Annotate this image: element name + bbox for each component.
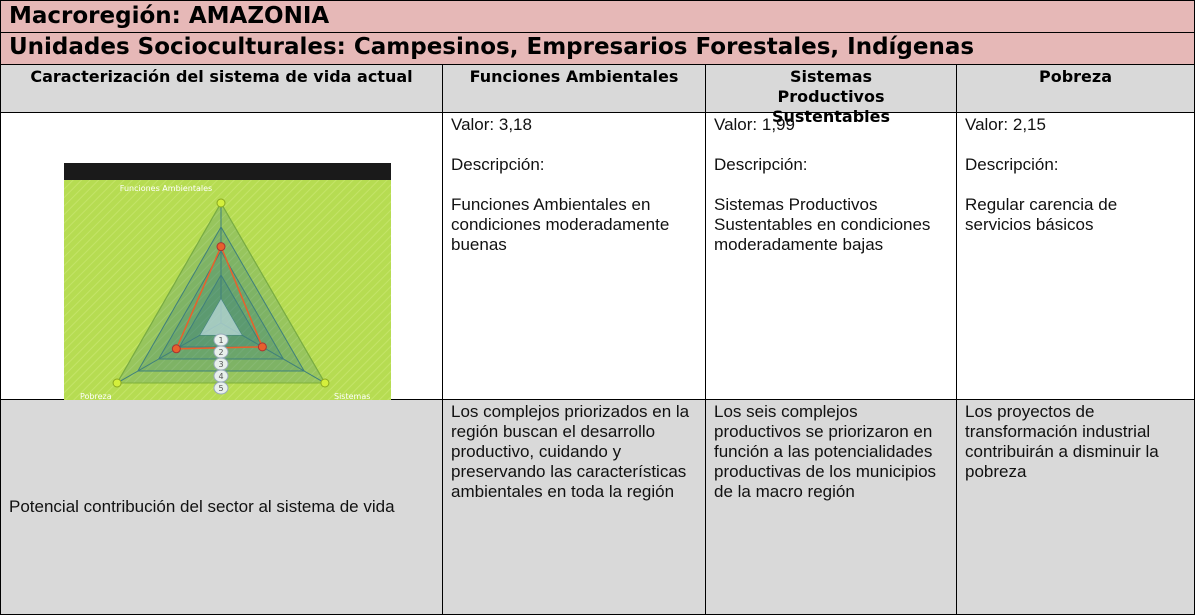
- cell-value: Valor: 1,99: [714, 115, 795, 134]
- column-header: Pobreza: [957, 65, 1195, 113]
- cell-label: Descripción:: [965, 155, 1059, 174]
- cell-value: Valor: 3,18: [451, 115, 532, 134]
- column-header: Funciones Ambientales: [443, 65, 706, 113]
- scale-label: 3: [218, 360, 223, 369]
- cell: Los seis complejos productivos se priori…: [706, 400, 957, 615]
- axis-label: Pobreza: [80, 392, 112, 401]
- row-label: Potencial contribución del sector al sis…: [0, 400, 443, 615]
- series-point: [257, 342, 267, 352]
- axis-label-line: Sistemas: [334, 392, 373, 401]
- series-point: [112, 378, 122, 388]
- cell-description: Sistemas Productivos Sustentables en con…: [714, 195, 931, 254]
- cell-label: Descripción:: [451, 155, 545, 174]
- scale-label: 1: [218, 336, 223, 345]
- cell: Los proyectos de transformación industri…: [957, 400, 1195, 615]
- scale-label: 5: [218, 384, 223, 393]
- column-header: Caracterización del sistema de vida actu…: [0, 65, 443, 113]
- cell-text: Potencial contribución del sector al sis…: [9, 497, 395, 516]
- series-point: [216, 198, 226, 208]
- cell-value: Valor: 2,15: [965, 115, 1046, 134]
- series-point: [320, 378, 330, 388]
- scale-bubble: [213, 381, 229, 395]
- cell: Valor: 3,18 Descripción: Funciones Ambient…: [443, 113, 706, 400]
- axis-label: Funciones Ambientales: [120, 184, 212, 193]
- series-point: [216, 242, 226, 252]
- column-header: Sistemas Productivos Sustentables: [706, 65, 957, 126]
- chart-top-bar: [64, 163, 391, 180]
- cell: Los complejos priorizados en la región b…: [443, 400, 706, 615]
- cell-description: Regular carencia de servicios básicos: [965, 195, 1118, 234]
- cell-description: Funciones Ambientales en condiciones mod…: [451, 195, 670, 254]
- cell: Valor: 2,15 Descripción: Regular carencia …: [957, 113, 1195, 400]
- cell-label: Descripción:: [714, 155, 808, 174]
- scale-label: 4: [218, 372, 223, 381]
- subtitle: Unidades Socioculturales: Campesinos, Em…: [0, 33, 1195, 65]
- title: Macroregión: AMAZONIA: [0, 0, 1195, 33]
- series-point: [171, 344, 181, 354]
- scale-label: 2: [218, 348, 223, 357]
- center-fill: [200, 299, 242, 335]
- cell: Valor: 1,99 Descripción: Sistemas Producti…: [706, 113, 957, 400]
